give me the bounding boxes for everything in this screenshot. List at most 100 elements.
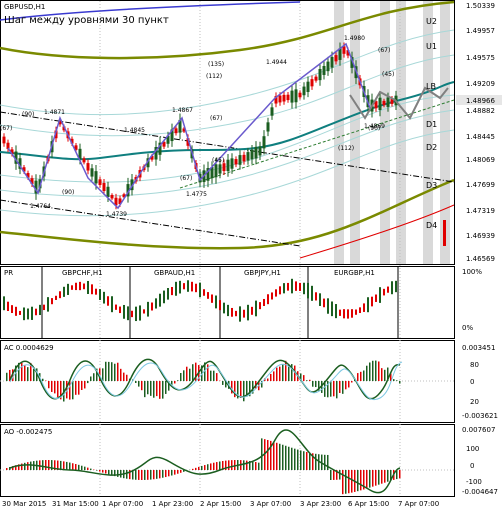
ao-bar [183, 470, 185, 472]
candle-body [270, 107, 274, 116]
ac-bar [165, 381, 167, 394]
swing-label: 1.4871 [44, 109, 65, 116]
svg-text:1.50339: 1.50339 [466, 2, 495, 10]
candle-body [390, 98, 394, 104]
candle-body [314, 76, 318, 81]
ao-bar [312, 453, 314, 470]
svg-text:1.46569: 1.46569 [466, 255, 495, 263]
ao-bar [297, 449, 299, 470]
ao-bar [387, 470, 389, 482]
candle-body [58, 119, 62, 125]
small-label: (67) [378, 47, 390, 54]
ac-bar [312, 381, 314, 387]
ao-bar [111, 470, 113, 476]
ao-bar [390, 470, 392, 481]
ao-bar [195, 467, 197, 470]
ao-bar [282, 444, 284, 470]
candle-body [206, 168, 210, 181]
ac-bar [345, 381, 347, 390]
ao-panel[interactable] [0, 424, 455, 497]
small-label: (67) [0, 125, 12, 132]
corr-candle [23, 307, 25, 321]
candle-body [386, 97, 390, 107]
candle-body [254, 146, 258, 159]
candle-body [94, 171, 98, 184]
corr-candle [59, 291, 61, 299]
ac-bar [381, 368, 383, 381]
current-price-box [456, 95, 502, 105]
ao-bar [27, 462, 29, 470]
svg-text:0%: 0% [462, 324, 473, 332]
lower-trend-line [0, 199, 301, 247]
ao-bar [90, 468, 92, 470]
ac-bar [231, 381, 233, 394]
ac-bar [213, 370, 215, 381]
candle-body [290, 90, 294, 103]
svg-text:1.48882: 1.48882 [466, 107, 495, 115]
ac-bar [294, 365, 296, 381]
corr-candle [239, 306, 241, 322]
ao-bar [291, 447, 293, 470]
ao-bar [273, 441, 275, 470]
corr-candle [63, 286, 65, 297]
candle-body [306, 81, 310, 92]
level-U1: U1 [426, 42, 437, 51]
swing-label: 1.4775 [186, 191, 207, 198]
ac-bar [321, 381, 323, 393]
ao-bar [360, 470, 362, 491]
ac-bar [237, 381, 239, 399]
corr-candle [7, 301, 9, 311]
corr-candle [47, 297, 49, 312]
ac-bar [42, 378, 44, 381]
small-label: (90) [22, 111, 34, 118]
corr-candle [379, 287, 381, 303]
ac-bar [261, 381, 263, 388]
ao-bar [243, 460, 245, 470]
candle-body [230, 158, 234, 169]
small-label: (112) [338, 145, 354, 152]
ac-bar [84, 381, 86, 389]
candle-body [78, 148, 82, 160]
ao-bar [336, 470, 338, 480]
candle-body [18, 158, 22, 169]
ao-bar [210, 463, 212, 470]
corr-candle [127, 306, 129, 321]
svg-text:1.49575: 1.49575 [466, 54, 495, 62]
candle-body [54, 130, 58, 139]
corr-candle [215, 295, 217, 309]
svg-text:0: 0 [470, 462, 474, 470]
candle-body [62, 126, 66, 131]
correlation-panel[interactable] [0, 266, 455, 339]
ac-bar [105, 361, 107, 381]
candle-body [258, 146, 262, 156]
swing-label: 1.4764 [30, 203, 51, 210]
small-label: (67) [180, 175, 192, 182]
corr-candle [55, 295, 57, 300]
candle-body [186, 138, 190, 146]
ao-bar [132, 470, 134, 480]
level-D2: D2 [426, 143, 437, 152]
candle-body [262, 136, 266, 149]
candle-body [170, 129, 174, 142]
ac-bar [315, 381, 317, 388]
ac-title: AC 0.0004629 [4, 344, 54, 352]
ac-bar [111, 362, 113, 381]
corr-candle [51, 298, 53, 305]
ao-bar [261, 438, 263, 470]
small-label: (90) [368, 125, 380, 132]
corr-candle [283, 283, 285, 294]
ao-bar [117, 470, 119, 477]
ac-bar [351, 381, 353, 383]
ac-bar [54, 381, 56, 394]
ac-bar [135, 381, 137, 383]
ac-bar [333, 381, 335, 397]
corr-candle [227, 304, 229, 317]
small-label: (90) [62, 189, 74, 196]
corr-candle [203, 289, 205, 296]
ao-bar [180, 470, 182, 473]
ao-bar [168, 470, 170, 477]
main-price-panel[interactable] [0, 0, 455, 265]
ao-title: AO -0.002475 [4, 428, 52, 436]
candle-body [226, 159, 230, 172]
top-blue-curve [0, 1, 301, 21]
